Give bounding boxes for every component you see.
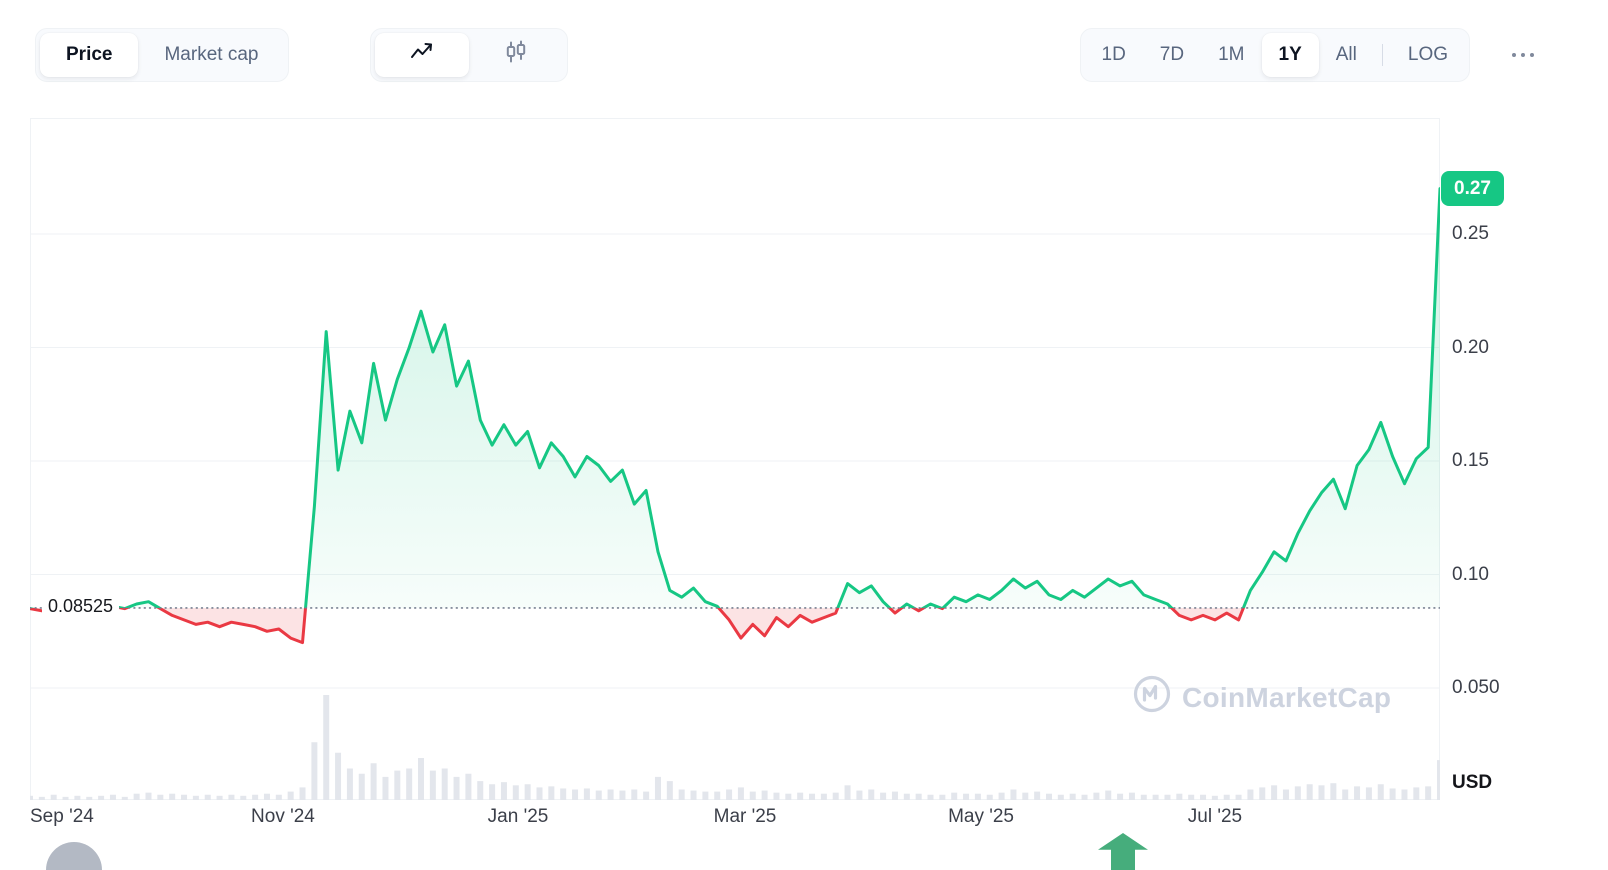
y-axis-label: 0.050 bbox=[1452, 677, 1500, 698]
candlestick-chart-button[interactable] bbox=[469, 33, 563, 77]
floating-circle-button[interactable] bbox=[46, 842, 102, 870]
event-marker-arrow-icon[interactable] bbox=[1098, 833, 1148, 870]
ellipsis-icon bbox=[1512, 53, 1516, 57]
price-chart[interactable] bbox=[30, 118, 1440, 800]
coinmarketcap-logo-icon bbox=[1132, 674, 1172, 721]
y-axis-label: 0.15 bbox=[1452, 450, 1489, 471]
currency-unit-label: USD bbox=[1452, 772, 1493, 793]
tab-price[interactable]: Price bbox=[40, 33, 139, 77]
range-1m[interactable]: 1M bbox=[1201, 33, 1261, 77]
range-1d[interactable]: 1D bbox=[1085, 33, 1143, 77]
area-fill-down bbox=[30, 607, 1440, 643]
x-axis-label: Sep '24 bbox=[30, 806, 94, 827]
volume-bars bbox=[30, 695, 1440, 800]
candlestick-icon bbox=[503, 39, 529, 71]
x-axis-label: Jan '25 bbox=[487, 806, 549, 827]
x-axis-label: Mar '25 bbox=[713, 806, 777, 827]
line-chart-icon bbox=[409, 39, 435, 71]
watermark-text: CoinMarketCap bbox=[1182, 681, 1392, 713]
gridlines bbox=[30, 118, 1440, 800]
baseline-price-label: 0.08525 bbox=[42, 593, 120, 620]
range-selector: 1D 7D 1M 1Y All LOG bbox=[1079, 28, 1470, 82]
range-all[interactable]: All bbox=[1319, 33, 1374, 77]
current-price-badge: 0.27 bbox=[1441, 170, 1504, 206]
log-scale-button[interactable]: LOG bbox=[1391, 33, 1465, 77]
x-axis-label: May '25 bbox=[948, 806, 1014, 827]
y-axis-label: 0.10 bbox=[1452, 563, 1489, 585]
range-1y[interactable]: 1Y bbox=[1261, 33, 1319, 77]
price-line-down bbox=[30, 607, 1245, 645]
y-axis-label: 0.25 bbox=[1452, 223, 1489, 244]
y-axis-label: 0.20 bbox=[1452, 336, 1489, 358]
line-chart-button[interactable] bbox=[375, 33, 469, 77]
tab-market-cap[interactable]: Market cap bbox=[138, 33, 284, 77]
chart-type-toggle bbox=[370, 28, 568, 82]
more-options-button[interactable] bbox=[1494, 28, 1552, 82]
range-7d[interactable]: 7D bbox=[1143, 33, 1201, 77]
toolbar-divider bbox=[1381, 44, 1383, 66]
area-fill-up bbox=[104, 188, 1440, 608]
metric-toggle: Price Market cap bbox=[35, 28, 290, 82]
x-axis-label: Jul '25 bbox=[1187, 806, 1243, 827]
watermark: CoinMarketCap bbox=[1132, 674, 1391, 721]
x-axis-label: Nov '24 bbox=[251, 806, 315, 827]
